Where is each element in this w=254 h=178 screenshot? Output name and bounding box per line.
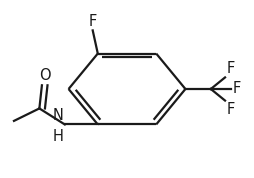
Text: H: H (53, 129, 64, 144)
Text: O: O (39, 68, 51, 83)
Text: F: F (226, 61, 234, 76)
Text: F: F (232, 81, 241, 96)
Text: F: F (226, 102, 234, 117)
Text: F: F (89, 14, 97, 29)
Text: N: N (53, 108, 64, 123)
